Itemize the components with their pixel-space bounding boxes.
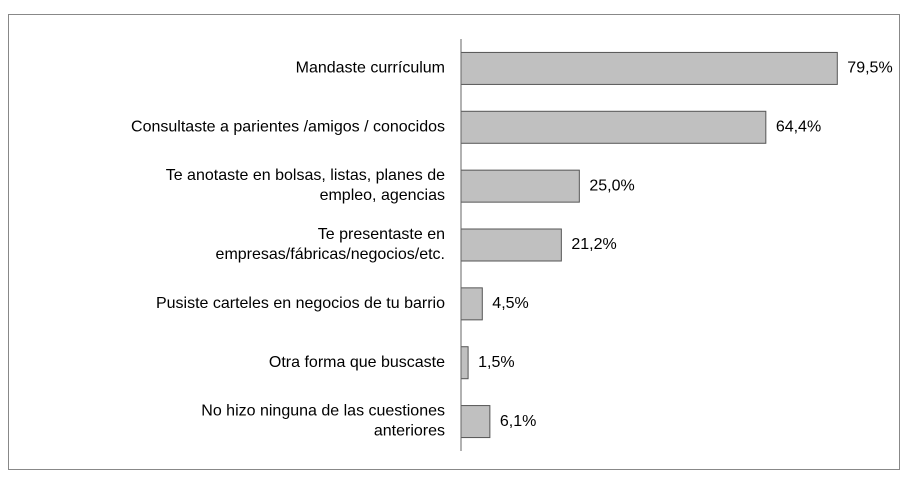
value-label: 64,4% <box>776 119 821 136</box>
bar <box>460 228 562 262</box>
value-label: 1,5% <box>478 354 514 371</box>
bar <box>460 169 580 203</box>
category-label: Otra forma que buscaste <box>269 354 445 371</box>
chart-frame <box>8 14 900 470</box>
category-label: Te anotaste en bolsas, listas, planes de… <box>166 167 445 204</box>
value-label: 25,0% <box>589 177 634 194</box>
category-label: Te presentaste en empresas/fábricas/negoc… <box>216 226 445 263</box>
bar <box>460 405 491 439</box>
bar <box>460 346 469 380</box>
bar <box>460 51 838 85</box>
value-label: 79,5% <box>847 60 892 77</box>
bar <box>460 110 767 144</box>
value-label: 4,5% <box>492 295 528 312</box>
category-label: Consultaste a parientes /amigos / conoci… <box>131 119 445 136</box>
value-label: 21,2% <box>571 236 616 253</box>
category-label: Mandaste currículum <box>296 60 445 77</box>
category-label: Pusiste carteles en negocios de tu barri… <box>156 295 445 312</box>
category-label: No hizo ninguna de las cuestiones anterio… <box>201 403 445 440</box>
value-label: 6,1% <box>500 413 536 430</box>
bar <box>460 287 483 321</box>
